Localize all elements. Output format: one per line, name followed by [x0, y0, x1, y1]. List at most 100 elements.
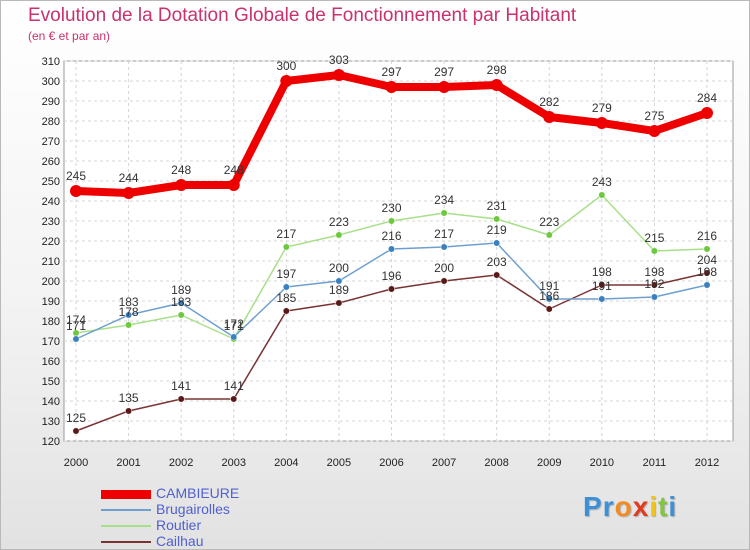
- data-label: 200: [329, 261, 349, 275]
- data-point: [282, 283, 290, 291]
- data-point: [72, 427, 80, 435]
- data-point: [335, 299, 343, 307]
- axis-layer: 120 130 140 150 160 170 180 190 200 210 220 230 240 2…: [42, 56, 720, 469]
- data-label: 203: [487, 255, 507, 269]
- legend-swatch: [101, 525, 151, 527]
- data-point: [440, 277, 448, 285]
- data-label: 300: [276, 59, 296, 73]
- data-label: 192: [644, 277, 664, 291]
- data-label: 223: [329, 215, 349, 229]
- data-point: [493, 239, 501, 247]
- data-point: [703, 269, 711, 277]
- y-tick-label: 310: [42, 56, 60, 68]
- data-point: [177, 299, 185, 307]
- data-label: 172: [224, 317, 244, 331]
- data-point: [650, 247, 658, 255]
- x-tick-label: 2005: [327, 457, 351, 469]
- data-point: [125, 311, 133, 319]
- data-label: 298: [487, 63, 507, 77]
- data-point: [388, 285, 395, 293]
- proxiti-logo: Proxiti: [583, 491, 677, 523]
- logo-letter: i: [668, 491, 678, 522]
- legend-swatch: [101, 489, 151, 499]
- data-point: [440, 243, 448, 251]
- data-point: [175, 179, 188, 191]
- data-point: [493, 271, 501, 279]
- data-label: 204: [697, 253, 717, 267]
- legend-item: Routier: [101, 517, 321, 534]
- y-tick-label: 190: [42, 296, 60, 308]
- y-tick-label: 160: [42, 356, 60, 368]
- logo-letter: P: [583, 491, 603, 522]
- chart-subtitle: (en € et par an): [28, 29, 111, 43]
- y-tick-label: 300: [42, 76, 60, 88]
- data-point: [493, 215, 501, 223]
- data-label: 303: [329, 53, 349, 67]
- data-label: 189: [171, 283, 191, 297]
- y-tick-label: 200: [42, 276, 60, 288]
- data-point: [440, 209, 448, 217]
- legend-item: Cailhau: [101, 533, 321, 550]
- legend-label: CAMBIEURE: [156, 485, 240, 501]
- y-tick-label: 250: [42, 176, 60, 188]
- data-label: 284: [697, 91, 717, 105]
- y-tick-label: 220: [42, 236, 60, 248]
- data-label: 279: [592, 101, 612, 115]
- data-point: [388, 217, 395, 225]
- data-point: [438, 81, 451, 93]
- x-tick-label: 2007: [432, 457, 456, 469]
- y-tick-label: 180: [42, 316, 60, 328]
- data-label: 248: [224, 163, 244, 177]
- legend-item: Brugairolles: [101, 501, 321, 518]
- data-label: 216: [381, 229, 401, 243]
- legend: CAMBIEURE Brugairolles Routier Cailhau: [101, 485, 321, 550]
- data-label: 183: [171, 295, 191, 309]
- logo-letter: t: [658, 491, 669, 522]
- data-point: [282, 307, 290, 315]
- data-label: 244: [119, 171, 139, 185]
- data-label: 183: [119, 295, 139, 309]
- data-label: 275: [644, 109, 664, 123]
- data-point: [648, 125, 661, 137]
- legend-label: Brugairolles: [156, 501, 230, 517]
- data-label: 215: [644, 231, 664, 245]
- data-label: 282: [539, 95, 559, 109]
- data-label: 297: [381, 65, 401, 79]
- data-label: 200: [434, 261, 454, 275]
- legend-label: Routier: [156, 517, 202, 533]
- legend-item: CAMBIEURE: [101, 485, 321, 502]
- y-tick-label: 280: [42, 116, 60, 128]
- data-point: [125, 407, 133, 415]
- x-tick-label: 2001: [116, 457, 140, 469]
- x-tick-label: 2004: [274, 457, 298, 469]
- legend-swatch: [101, 541, 151, 543]
- y-tick-label: 290: [42, 96, 60, 108]
- y-tick-label: 240: [42, 196, 60, 208]
- data-label: 135: [119, 391, 139, 405]
- data-point: [703, 281, 711, 289]
- data-point: [177, 395, 185, 403]
- data-point: [230, 333, 238, 341]
- y-tick-label: 230: [42, 216, 60, 228]
- data-point: [332, 69, 345, 81]
- y-tick-label: 130: [42, 416, 60, 428]
- data-point: [598, 191, 606, 199]
- y-tick-label: 150: [42, 376, 60, 388]
- logo-letter: i: [649, 491, 659, 522]
- x-tick-label: 2003: [222, 457, 246, 469]
- data-point: [385, 81, 398, 93]
- data-label: 216: [697, 229, 717, 243]
- data-label: 217: [276, 227, 296, 241]
- y-tick-label: 140: [42, 396, 60, 408]
- data-point: [125, 321, 133, 329]
- x-tick-label: 2002: [169, 457, 193, 469]
- y-tick-label: 270: [42, 136, 60, 148]
- data-label: 185: [276, 291, 296, 305]
- data-label: 243: [592, 175, 612, 189]
- data-label: 141: [171, 379, 191, 393]
- data-point: [545, 305, 553, 313]
- data-label: 186: [539, 289, 559, 303]
- data-point: [122, 187, 135, 199]
